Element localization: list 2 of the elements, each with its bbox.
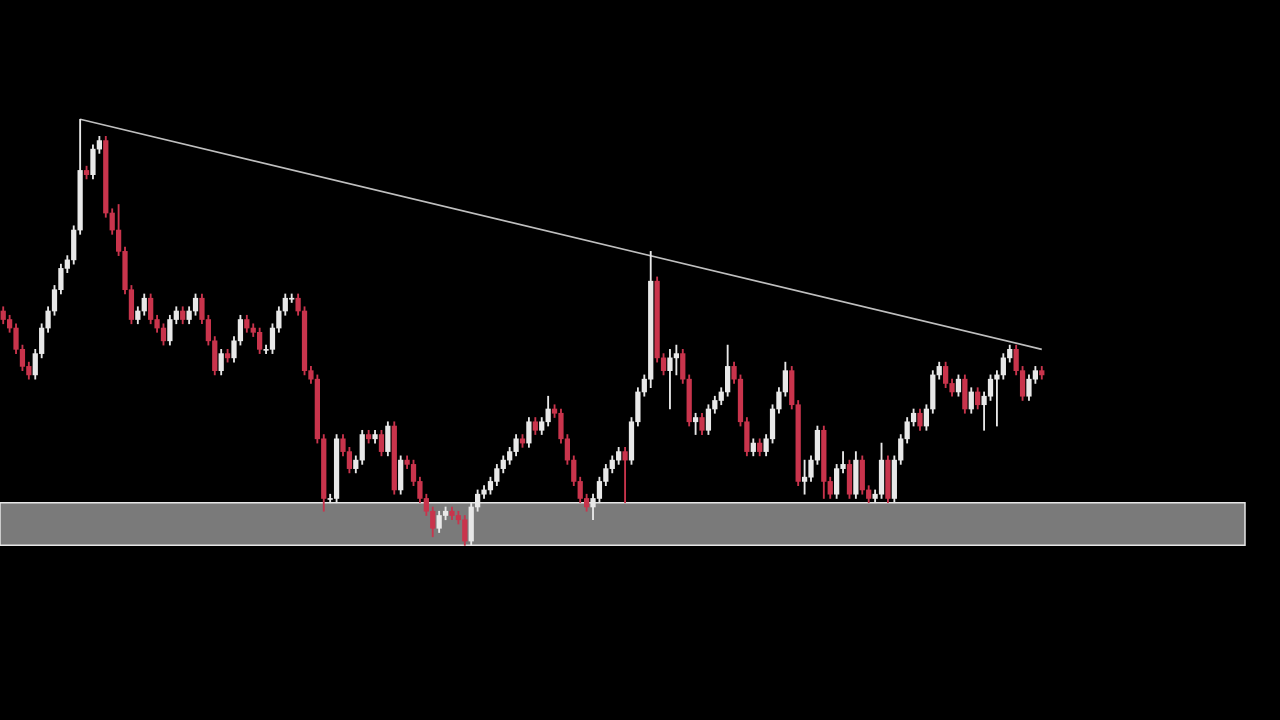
candlestick <box>801 459 808 495</box>
candlestick <box>622 447 628 504</box>
